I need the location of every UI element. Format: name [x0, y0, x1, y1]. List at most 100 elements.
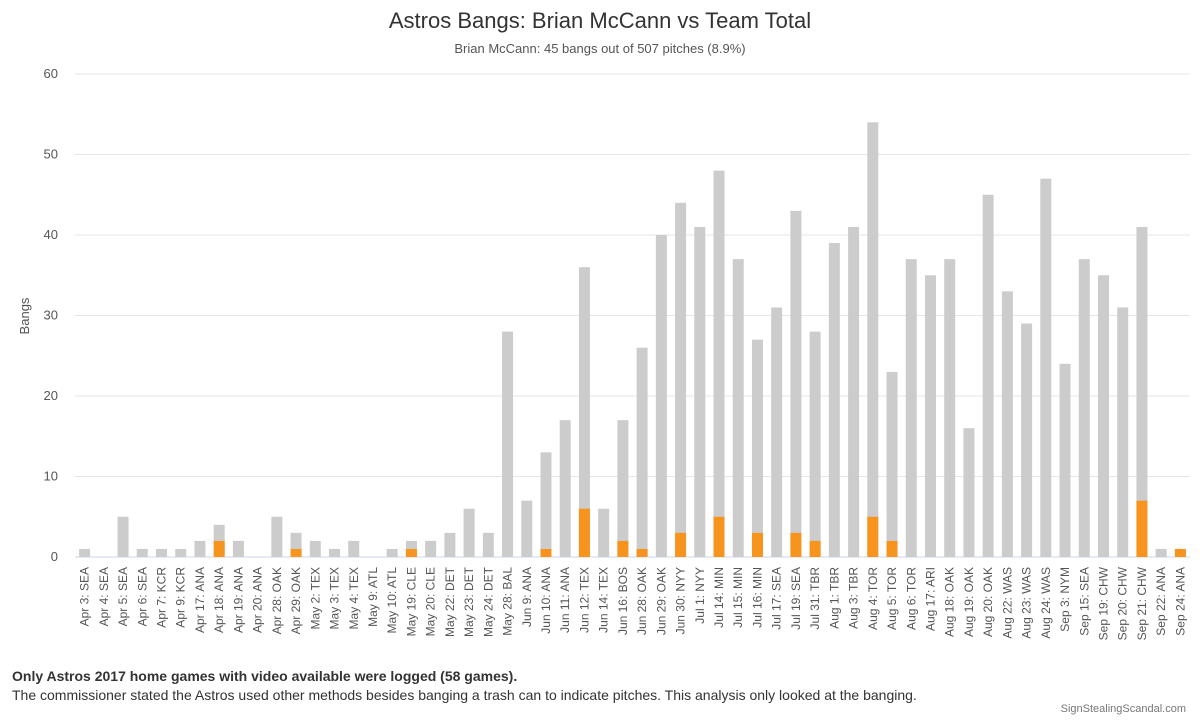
x-tick-label: Apr 9: KCR [174, 567, 188, 628]
x-tick-label: Sep 3: NYM [1058, 567, 1072, 632]
x-tick-label: Aug 5: TOR [885, 567, 899, 630]
x-tick-label: Sep 22: ANA [1154, 567, 1168, 636]
x-tick-label: Aug 18: OAK [943, 567, 957, 637]
bar-team-total [290, 532, 302, 557]
x-tick-label: Aug 22: WAS [1000, 567, 1014, 639]
x-tick-label: Jun 12: TEX [577, 567, 591, 633]
x-tick-label: Aug 3: TBR [847, 567, 861, 629]
bar-team-total [713, 170, 725, 557]
bar-mccann [578, 508, 590, 557]
x-tick-label: Apr 19: ANA [231, 567, 245, 633]
x-tick-label: Jun 16: BOS [616, 567, 630, 635]
y-tick-label: 30 [44, 308, 58, 323]
bar-team-total [502, 331, 514, 557]
x-tick-label: Sep 15: SEA [1077, 567, 1091, 636]
x-tick-label: Apr 29: OAK [289, 567, 303, 634]
bar-mccann [790, 532, 802, 557]
bars [79, 122, 1186, 558]
bar-team-total [732, 259, 744, 557]
footnote-games-logged: Only Astros 2017 home games with video a… [12, 668, 518, 684]
bar-team-total [982, 194, 994, 557]
y-tick-label: 50 [44, 147, 58, 162]
x-tick-label: Jul 31: TBR [808, 567, 822, 630]
x-tick-label: Apr 7: KCR [155, 567, 169, 628]
x-tick-label: May 10: ATL [385, 567, 399, 634]
bar-team-total [329, 548, 341, 557]
x-tick-label: May 9: ATL [366, 567, 380, 627]
x-tick-label: Sep 21: CHW [1135, 566, 1149, 640]
bar-team-total [751, 339, 763, 557]
bar-team-total [1059, 363, 1071, 557]
bar-team-total [309, 540, 321, 557]
bar-mccann [1136, 500, 1148, 557]
x-tick-label: Aug 1: TBR [827, 567, 841, 629]
bar-mccann [540, 548, 552, 557]
x-tick-label: Apr 6: SEA [135, 567, 149, 626]
bar-team-total [1097, 275, 1109, 557]
x-tick-label: Jul 17: SEA [770, 567, 784, 630]
x-tick-label: Apr 20: ANA [251, 567, 265, 633]
bar-team-total [617, 420, 629, 557]
bar-team-total [790, 210, 802, 557]
bar-team-total [1078, 259, 1090, 557]
bar-team-total [444, 532, 456, 557]
x-tick-label: Aug 17: ARI [923, 567, 937, 631]
bar-team-total [156, 548, 168, 557]
x-tick-label: Jul 19: SEA [789, 567, 803, 630]
bar-team-total [540, 452, 552, 557]
y-tick-label: 10 [44, 469, 58, 484]
bar-team-total [598, 508, 610, 557]
x-tick-label: May 4: TEX [347, 567, 361, 629]
x-tick-label: Apr 17: ANA [193, 567, 207, 633]
y-tick-label: 60 [44, 66, 58, 81]
bar-team-total [809, 331, 821, 557]
bar-team-total [482, 532, 494, 557]
x-tick-label: Aug 23: WAS [1020, 567, 1034, 639]
bar-team-total [194, 540, 206, 557]
x-tick-label: May 20: CLE [424, 567, 438, 636]
bar-team-total [905, 259, 917, 557]
bar-mccann [617, 540, 629, 557]
x-tick-label: Sep 19: CHW [1096, 566, 1110, 640]
bar-mccann [405, 548, 417, 557]
bar-team-total [655, 235, 667, 557]
x-tick-label: May 22: DET [443, 566, 457, 637]
x-tick-label: Jul 14: MIN [712, 567, 726, 628]
y-axis-title: Bangs [17, 297, 32, 334]
x-tick-label: Jun 29: OAK [654, 567, 668, 635]
bar-team-total [848, 226, 860, 557]
x-tick-label: Sep 24: ANA [1173, 567, 1187, 636]
x-tick-label: Jun 14: TEX [597, 567, 611, 633]
x-tick-label: Jun 10: ANA [539, 567, 553, 634]
bar-team-total [79, 548, 91, 557]
bar-mccann [809, 540, 821, 557]
bar-team-total [521, 500, 533, 557]
bar-team-total [425, 540, 437, 557]
x-tick-label: Sep 20: CHW [1116, 566, 1130, 640]
bar-team-total [1001, 291, 1013, 557]
y-axis-ticks: 0 10 20 30 40 50 60 [44, 66, 58, 564]
bar-team-total [117, 516, 129, 557]
x-tick-label: May 24: DET [481, 566, 495, 637]
bar-mccann [886, 540, 898, 557]
x-tick-label: Apr 3: SEA [78, 567, 92, 626]
y-tick-label: 40 [44, 227, 58, 242]
bar-team-total [867, 122, 879, 558]
bar-team-total [944, 259, 956, 557]
x-tick-label: Aug 19: OAK [962, 567, 976, 637]
x-tick-label: Jun 11: ANA [558, 567, 572, 633]
bar-team-total [924, 275, 936, 557]
bar-mccann [675, 532, 687, 557]
bar-mccann [213, 540, 225, 557]
bar-mccann [751, 532, 763, 557]
bar-team-total [1155, 548, 1167, 557]
x-tick-label: May 28: BAL [501, 567, 515, 636]
bar-team-total [386, 548, 398, 557]
chart-subtitle: Brian McCann: 45 bangs out of 507 pitche… [454, 41, 746, 56]
bar-team-total [1136, 226, 1148, 557]
y-tick-label: 0 [51, 549, 58, 564]
bar-mccann [867, 516, 879, 557]
bar-mccann [1174, 548, 1186, 557]
bar-team-total [136, 548, 148, 557]
bar-team-total [1040, 178, 1052, 557]
